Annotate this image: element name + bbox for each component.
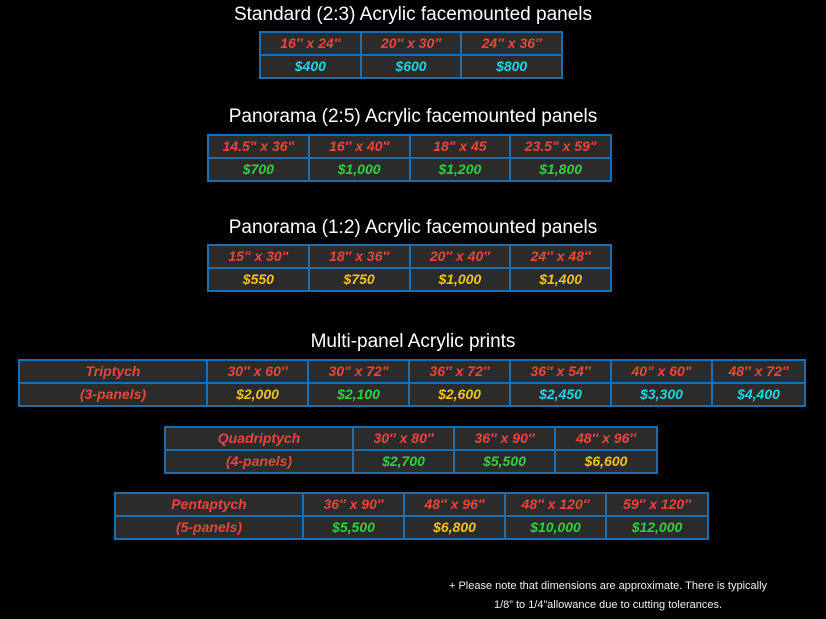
pentaptych-label: Pentaptych	[114, 492, 304, 517]
price-cell: $3,300	[610, 382, 713, 407]
price-cell: $700	[207, 157, 310, 182]
quadriptych-panels-label: (4-panels)	[164, 449, 354, 474]
price-cell: $1,200	[408, 157, 512, 182]
triptych-panels-label: (3-panels)	[18, 382, 208, 407]
price-cell: $10,000	[504, 515, 607, 540]
price-cell: $5,500	[453, 449, 556, 474]
price-cell: $2,700	[352, 449, 455, 474]
note-line-2: 1/8” to 1/4”allowance due to cutting tol…	[493, 599, 723, 611]
size-cell: 59″ x 120″	[605, 492, 709, 517]
quadriptych-label: Quadriptych	[164, 426, 354, 451]
price-cell: $800	[460, 54, 563, 79]
panorama-2-5-price-table: 14.5" x 36" 16″ x 40″ 18" x 45 23.5" x 5…	[207, 134, 612, 182]
price-cell: $2,600	[408, 382, 511, 407]
price-cell: $1,000	[307, 157, 411, 182]
triptych-label: Triptych	[18, 359, 208, 384]
size-row: 15" x 30" 18″ x 36″ 20″ x 40″ 24″ x 48″	[207, 244, 612, 269]
pentaptych-panels-label: (5-panels)	[114, 515, 304, 540]
size-cell: 16″ x 40″	[307, 134, 411, 159]
size-cell: 14.5" x 36"	[207, 134, 310, 159]
size-cell: 18″ x 36″	[307, 244, 411, 269]
price-cell: $5,500	[302, 515, 405, 540]
quadriptych-price-table: Quadriptych 30″ x 80″ 36″ x 90″ 48″ x 96…	[164, 426, 658, 474]
size-cell: 40" x 60"	[610, 359, 713, 384]
price-cell: $600	[359, 54, 463, 79]
pentaptych-price-table: Pentaptych 36″ x 90″ 48″ x 96″ 48″ x 120…	[114, 492, 709, 540]
price-row: (3-panels) $2,000 $2,100 $2,600 $2,450 $…	[18, 382, 806, 407]
price-row: $700 $1,000 $1,200 $1,800	[207, 157, 612, 182]
size-cell: 48″ x 120″	[504, 492, 607, 517]
panorama-2-5-title: Panorama (2:5) Acrylic facemounted panel…	[228, 106, 598, 127]
price-cell: $1,400	[509, 267, 612, 292]
price-cell: $1,800	[509, 157, 612, 182]
size-cell: 15" x 30"	[207, 244, 310, 269]
size-cell: 20″ x 40″	[408, 244, 512, 269]
price-cell: $750	[307, 267, 411, 292]
standard-title: Standard (2:3) Acrylic facemounted panel…	[233, 4, 593, 25]
size-cell: 48″ x 72″	[711, 359, 806, 384]
price-cell: $4,400	[711, 382, 806, 407]
price-cell: $6,600	[554, 449, 658, 474]
price-cell: $2,000	[206, 382, 309, 407]
price-cell: $12,000	[605, 515, 709, 540]
size-row: 16″ x 24″ 20″ x 30″ 24″ x 36″	[259, 31, 563, 56]
size-cell: 24″ x 36″	[460, 31, 563, 56]
size-row: Pentaptych 36″ x 90″ 48″ x 96″ 48″ x 120…	[114, 492, 709, 517]
size-row: Quadriptych 30″ x 80″ 36″ x 90″ 48″ x 96…	[164, 426, 658, 451]
price-cell: $550	[207, 267, 310, 292]
price-row: $550 $750 $1,000 $1,400	[207, 267, 612, 292]
size-cell: 18" x 45	[408, 134, 512, 159]
standard-price-table: 16″ x 24″ 20″ x 30″ 24″ x 36″ $400 $600 …	[259, 31, 563, 79]
size-cell: 36″ x 90″	[453, 426, 556, 451]
size-cell: 23.5" x 59"	[509, 134, 612, 159]
price-cell: $1,000	[408, 267, 512, 292]
size-cell: 36″ x 54″	[509, 359, 612, 384]
size-cell: 36″ x 90″	[302, 492, 405, 517]
price-row: (4-panels) $2,700 $5,500 $6,600	[164, 449, 658, 474]
price-cell: $6,800	[403, 515, 506, 540]
size-cell: 24″ x 48″	[509, 244, 612, 269]
panorama-1-2-title: Panorama (1:2) Acrylic facemounted panel…	[228, 217, 598, 238]
price-cell: $2,450	[509, 382, 612, 407]
size-cell: 16″ x 24″	[259, 31, 362, 56]
size-cell: 48″ x 96″	[554, 426, 658, 451]
size-cell: 30" x 72"	[307, 359, 410, 384]
size-cell: 36″ x 72″	[408, 359, 511, 384]
size-cell: 20″ x 30″	[359, 31, 463, 56]
size-row: 14.5" x 36" 16″ x 40″ 18" x 45 23.5" x 5…	[207, 134, 612, 159]
size-row: Triptych 30″ x 60″ 30" x 72" 36″ x 72″ 3…	[18, 359, 806, 384]
price-cell: $2,100	[307, 382, 410, 407]
price-row: $400 $600 $800	[259, 54, 563, 79]
multi-panel-title: Multi-panel Acrylic prints	[310, 331, 516, 352]
price-row: (5-panels) $5,500 $6,800 $10,000 $12,000	[114, 515, 709, 540]
note-line-1: + Please note that dimensions are approx…	[448, 580, 768, 592]
size-cell: 30″ x 80″	[352, 426, 455, 451]
panorama-1-2-price-table: 15" x 30" 18″ x 36″ 20″ x 40″ 24″ x 48″ …	[207, 244, 612, 292]
size-cell: 30″ x 60″	[206, 359, 309, 384]
size-cell: 48″ x 96″	[403, 492, 506, 517]
tolerance-note: + Please note that dimensions are approx…	[398, 577, 818, 615]
price-cell: $400	[259, 54, 362, 79]
triptych-price-table: Triptych 30″ x 60″ 30" x 72" 36″ x 72″ 3…	[18, 359, 806, 407]
